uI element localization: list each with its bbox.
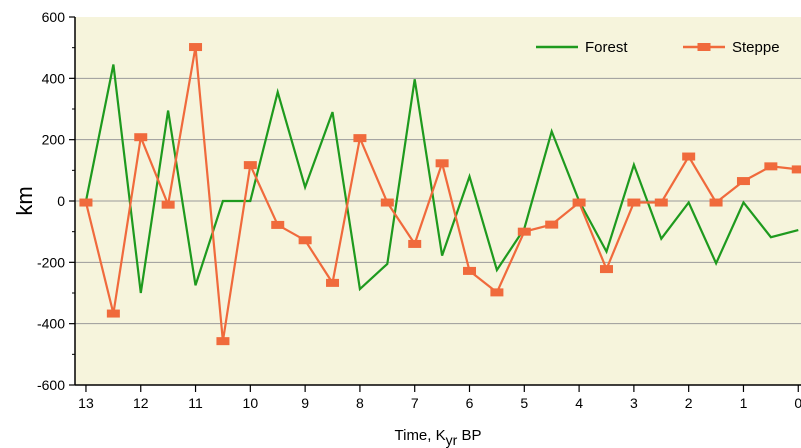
x-tick-label: 7 — [411, 395, 419, 411]
steppe-data-point — [79, 198, 93, 207]
y-tick-label: -600 — [37, 377, 65, 393]
steppe-data-point — [216, 337, 230, 346]
steppe-data-point — [326, 278, 340, 287]
steppe-data-point — [134, 133, 148, 142]
x-tick-label: 9 — [301, 395, 309, 411]
steppe-data-point — [106, 309, 120, 318]
steppe-data-point — [353, 134, 367, 143]
steppe-data-point — [682, 152, 696, 161]
forest-series-line — [84, 64, 799, 294]
x-tick-label: 11 — [188, 395, 203, 411]
steppe-data-point — [545, 220, 559, 229]
steppe-data-point — [627, 198, 641, 207]
x-tick-label: 5 — [520, 395, 528, 411]
x-axis-title-subscript: yr — [446, 432, 458, 448]
steppe-data-point — [271, 220, 285, 229]
y-tick-label: 200 — [42, 132, 66, 148]
steppe-data-point — [435, 159, 449, 168]
x-tick-label: 2 — [685, 395, 693, 411]
steppe-data-point — [243, 161, 257, 170]
y-tick-label: 400 — [42, 70, 66, 86]
steppe-data-point — [764, 162, 778, 171]
y-tick-label: 600 — [42, 9, 66, 25]
y-tick-label: -400 — [37, 316, 65, 332]
x-tick-label: 4 — [575, 395, 583, 411]
y-tick-label: 0 — [57, 193, 65, 209]
x-tick-label: 12 — [133, 395, 149, 411]
steppe-data-point — [189, 43, 203, 52]
steppe-data-point — [736, 177, 750, 186]
steppe-data-point — [709, 198, 723, 207]
legend: Forest Steppe — [536, 39, 780, 56]
x-tick-label: 8 — [356, 395, 364, 411]
x-tick-label: 0 — [794, 395, 801, 411]
steppe-data-point — [654, 198, 668, 207]
steppe-data-point — [517, 227, 531, 236]
steppe-data-point — [380, 198, 394, 207]
steppe-data-point — [572, 198, 586, 207]
series-layer — [79, 43, 801, 346]
legend-steppe-marker — [697, 43, 711, 51]
legend-steppe-label: Steppe — [732, 39, 780, 56]
x-tick-label: 13 — [78, 395, 94, 411]
legend-forest-label: Forest — [585, 39, 628, 56]
steppe-data-point — [599, 265, 613, 274]
steppe-data-point — [791, 165, 801, 174]
steppe-data-point — [463, 266, 477, 275]
steppe-data-point — [161, 200, 175, 209]
steppe-data-point — [408, 239, 422, 248]
x-tick-label: 3 — [630, 395, 638, 411]
x-tick-label: 1 — [740, 395, 748, 411]
steppe-data-point — [298, 236, 312, 245]
steppe-data-point — [490, 288, 504, 297]
x-axis-title-suffix: BP — [457, 427, 481, 444]
x-axis-title-main: Time, K — [395, 427, 446, 444]
y-tick-label: -200 — [37, 254, 65, 270]
grid-lines — [75, 77, 801, 325]
x-tick-label: 6 — [466, 395, 474, 411]
y-axis-title: km — [12, 186, 37, 215]
x-tick-label: 10 — [243, 395, 259, 411]
x-axis-title: Time, Kyr BP — [395, 427, 482, 448]
